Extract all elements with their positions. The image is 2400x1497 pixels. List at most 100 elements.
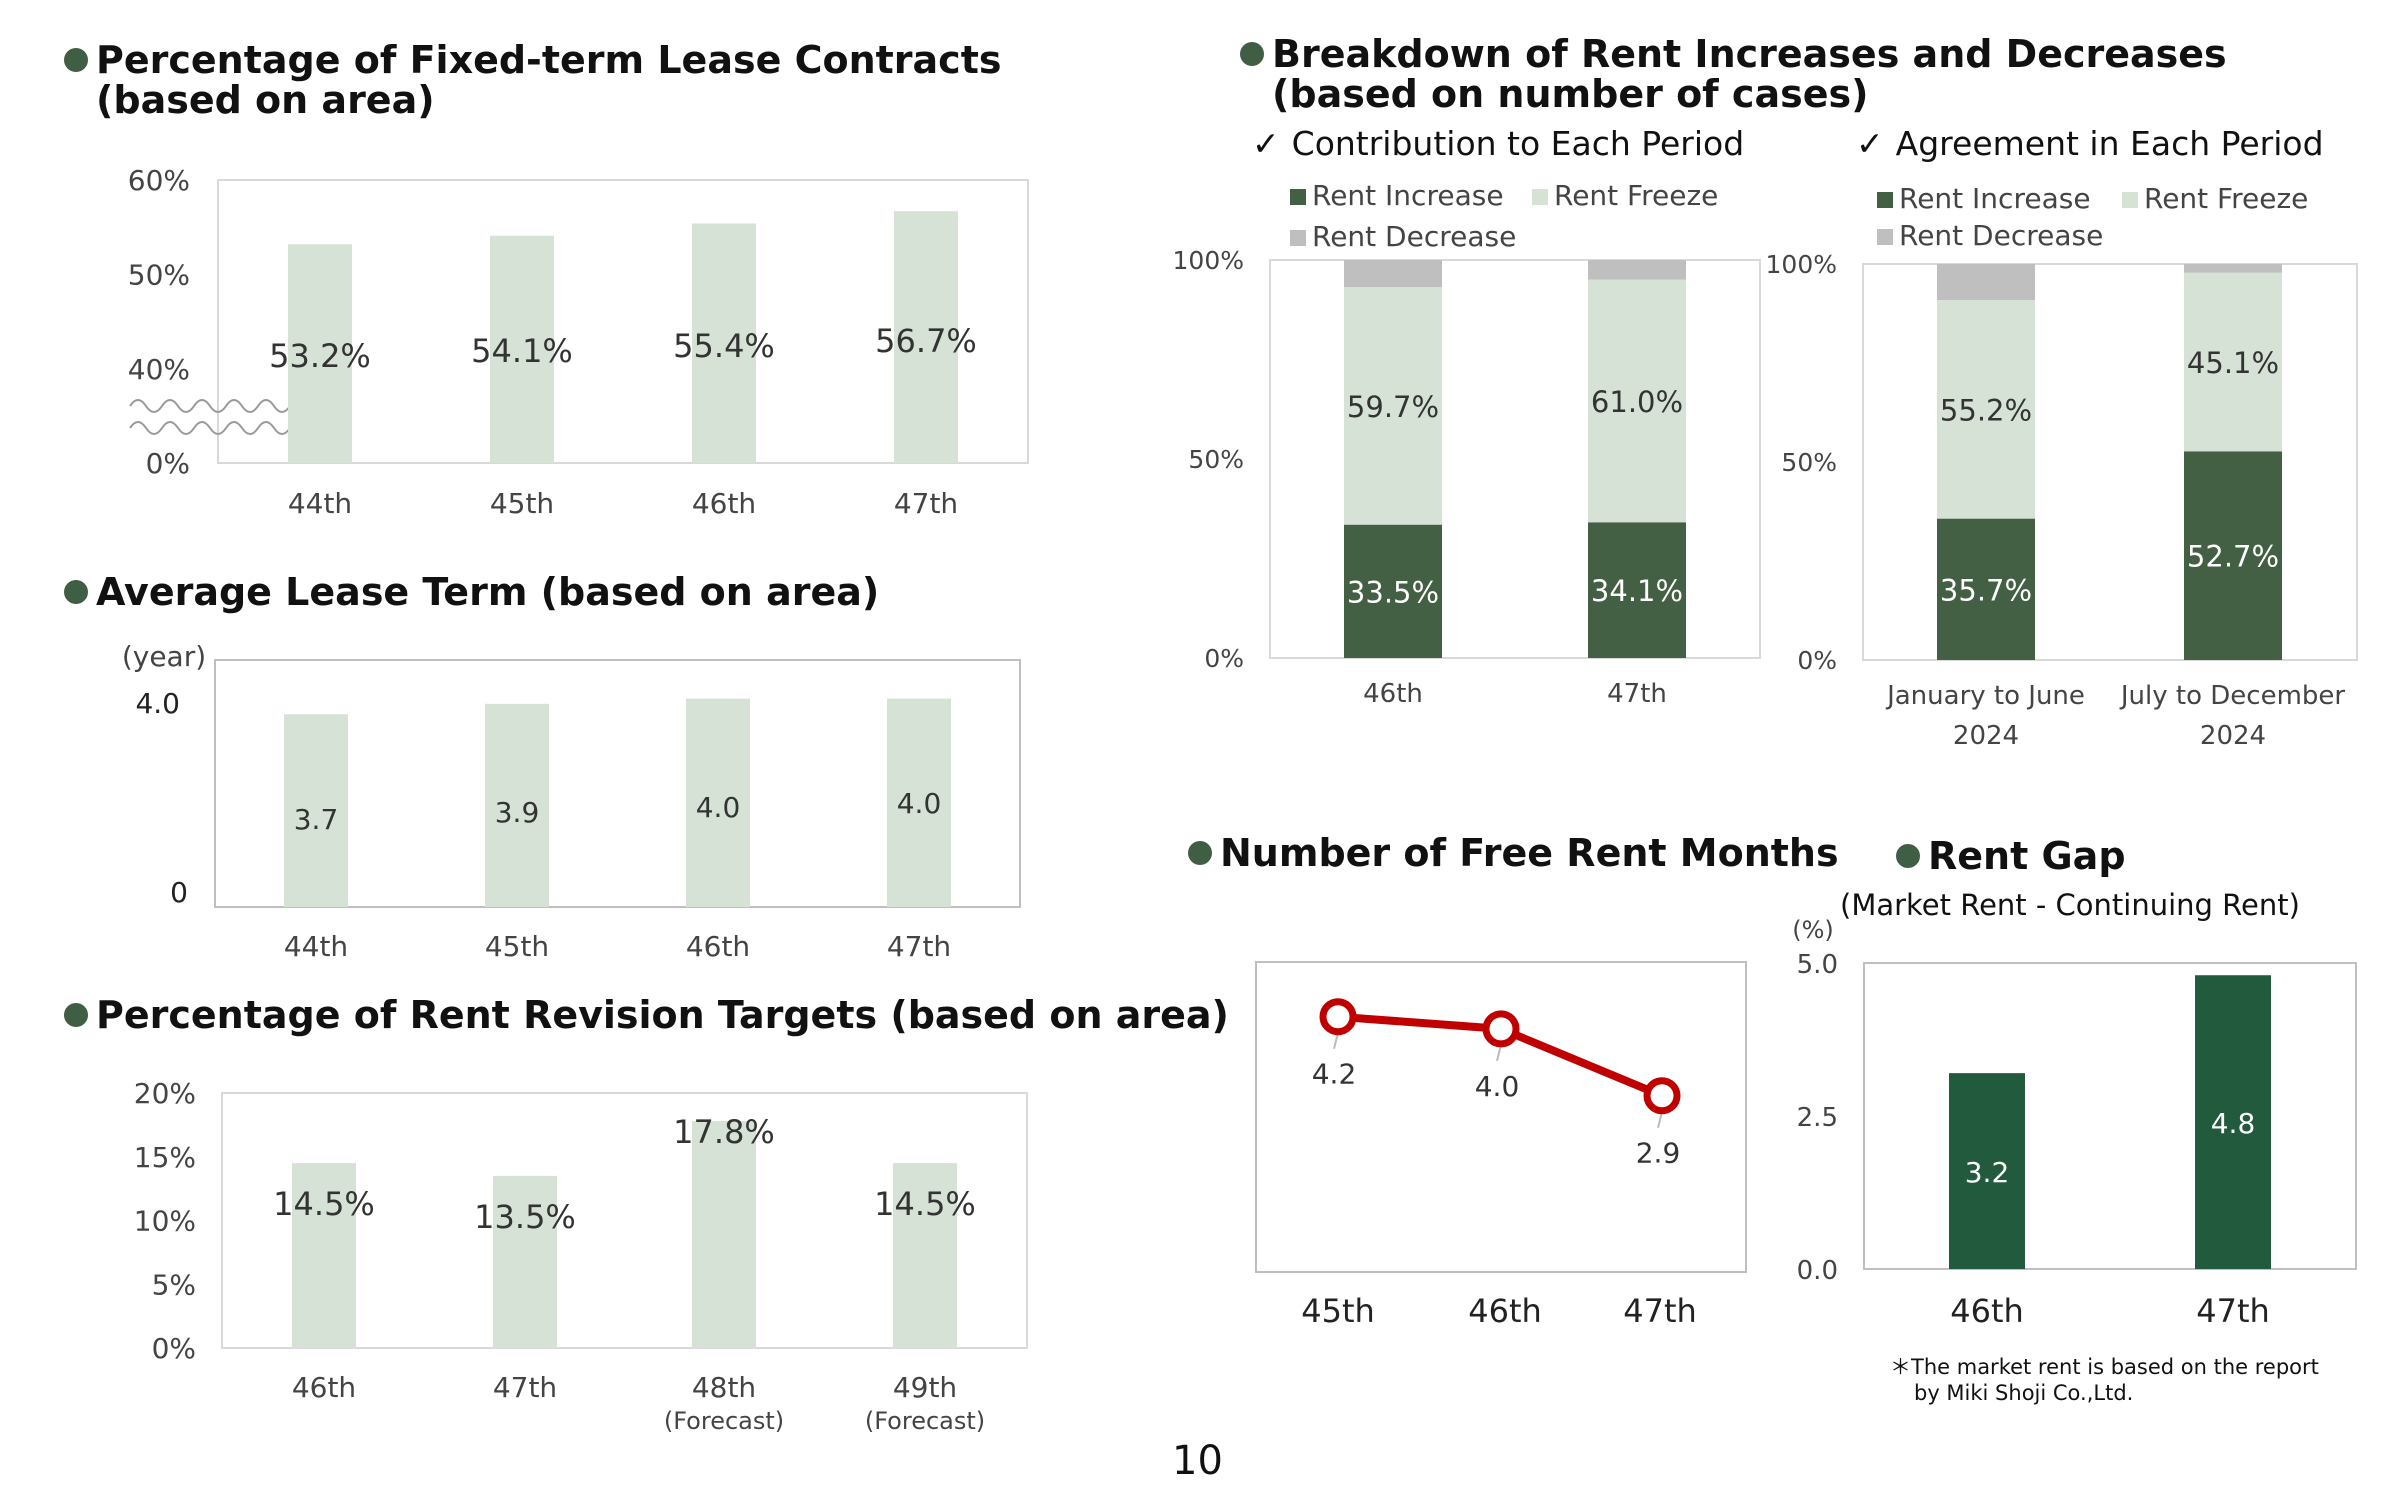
y-tick-label: 0% bbox=[1204, 644, 1244, 673]
bar bbox=[292, 1163, 356, 1348]
checkmark-icon: ✓ bbox=[1252, 124, 1280, 163]
data-label: 53.2% bbox=[269, 337, 371, 375]
bullet-icon bbox=[1896, 843, 1920, 868]
data-label: 55.2% bbox=[1940, 393, 2032, 427]
bar-segment bbox=[1344, 524, 1442, 658]
data-label: 4.2 bbox=[1312, 1058, 1357, 1091]
data-label: 54.1% bbox=[471, 332, 573, 370]
x-tick-note: 2024 bbox=[2200, 721, 2266, 751]
y-tick-label: 0% bbox=[152, 1332, 196, 1365]
bar bbox=[493, 1175, 557, 1348]
data-label: 13.5% bbox=[474, 1198, 576, 1236]
bar bbox=[686, 698, 750, 907]
legend-label: Rent Freeze bbox=[2144, 182, 2308, 215]
data-label: 4.0 bbox=[1475, 1070, 1520, 1103]
lease-term-title: Average Lease Term (based on area) bbox=[64, 572, 879, 612]
x-tick-label: 47th bbox=[1607, 679, 1667, 709]
leader-line bbox=[1333, 1032, 1339, 1049]
x-tick-label: 47th bbox=[894, 487, 958, 520]
data-label: 17.8% bbox=[673, 1113, 775, 1151]
x-tick-label: 46th bbox=[292, 1371, 356, 1404]
breakdown-title: Breakdown of Rent Increases and Decrease… bbox=[1240, 34, 2227, 114]
bar-segment bbox=[2184, 264, 2282, 273]
bullet-icon bbox=[1188, 840, 1212, 865]
x-tick-label: 47th bbox=[887, 930, 951, 963]
agreement-subtitle: ✓ Agreement in Each Period bbox=[1856, 124, 2324, 163]
data-label: 34.1% bbox=[1591, 574, 1683, 608]
x-tick-label: January to June bbox=[1885, 681, 2085, 711]
data-label: 61.0% bbox=[1591, 385, 1683, 419]
data-label: 3.2 bbox=[1965, 1156, 2010, 1189]
x-tick-label: 45th bbox=[485, 930, 549, 963]
bar-segment bbox=[1588, 279, 1686, 523]
fixed-term-title: Percentage of Fixed-term Lease Contracts… bbox=[64, 40, 1002, 120]
legend-swatch bbox=[1532, 189, 1548, 205]
y-tick-label: 40% bbox=[128, 353, 190, 386]
legend-label: Rent Freeze bbox=[1554, 179, 1718, 212]
bar bbox=[2195, 975, 2271, 1269]
leader-line bbox=[1657, 1111, 1663, 1128]
bar bbox=[692, 223, 756, 463]
bullet-icon bbox=[64, 1002, 88, 1027]
legend-swatch bbox=[1290, 189, 1306, 205]
rent-gap-title: Rent Gap bbox=[1896, 836, 2126, 876]
legend-swatch bbox=[1877, 229, 1893, 245]
legend-swatch bbox=[1877, 192, 1893, 208]
data-label: 14.5% bbox=[874, 1185, 976, 1223]
x-tick-label: 47th bbox=[1623, 1292, 1697, 1330]
bar-segment bbox=[1344, 260, 1442, 288]
y-tick-label: 10% bbox=[134, 1205, 196, 1238]
bar bbox=[288, 244, 352, 463]
y-tick-label: 50% bbox=[1781, 448, 1837, 477]
bullet-icon bbox=[64, 47, 88, 72]
x-tick-label: 45th bbox=[490, 487, 554, 520]
x-tick-label: 46th bbox=[1468, 1292, 1542, 1330]
bar bbox=[485, 703, 549, 907]
rent-gap-subtitle: (Market Rent - Continuing Rent) bbox=[1840, 888, 2300, 922]
plot-frame bbox=[217, 179, 1029, 464]
checkmark-icon: ✓ bbox=[1856, 124, 1884, 163]
y-tick-label: 60% bbox=[128, 164, 190, 197]
bar bbox=[1949, 1073, 2025, 1269]
bar-segment bbox=[2184, 272, 2282, 452]
data-label: 3.7 bbox=[294, 803, 339, 836]
y-tick-label: 5.0 bbox=[1797, 950, 1838, 980]
x-tick-label: 47th bbox=[493, 1371, 557, 1404]
bar-segment bbox=[1588, 260, 1686, 280]
legend-swatch bbox=[2122, 192, 2138, 208]
x-tick-label: 46th bbox=[1950, 1292, 2024, 1330]
x-tick-label: 46th bbox=[692, 487, 756, 520]
footnote: ＊The market rent is based on the report … bbox=[1890, 1355, 2319, 1405]
x-tick-label: 46th bbox=[686, 930, 750, 963]
bar bbox=[284, 714, 348, 907]
data-label: 56.7% bbox=[875, 322, 977, 360]
x-tick-label: 46th bbox=[1363, 679, 1423, 709]
x-tick-label: 44th bbox=[288, 487, 352, 520]
leader-line bbox=[1496, 1044, 1502, 1062]
y-tick-label: 100% bbox=[1173, 246, 1244, 275]
bar-segment bbox=[1937, 518, 2035, 660]
y-tick-label: 0.0 bbox=[1797, 1256, 1838, 1286]
data-label: 45.1% bbox=[2187, 346, 2279, 380]
data-label: 59.7% bbox=[1347, 390, 1439, 424]
revision-title: Percentage of Rent Revision Targets (bas… bbox=[64, 995, 1229, 1035]
data-point bbox=[1482, 1010, 1520, 1048]
y-tick-label: 0% bbox=[1797, 646, 1837, 675]
bullet-icon bbox=[1240, 41, 1264, 66]
x-tick-label: 47th bbox=[2196, 1292, 2270, 1330]
plot-frame bbox=[1269, 259, 1761, 659]
y-tick-label: 0 bbox=[170, 876, 188, 909]
legend-label: Rent Decrease bbox=[1312, 220, 1516, 253]
y-tick-label: 15% bbox=[134, 1141, 196, 1174]
y-unit-label: (%) bbox=[1792, 916, 1834, 944]
x-tick-note: (Forecast) bbox=[865, 1407, 985, 1435]
data-label: 3.9 bbox=[495, 796, 540, 829]
bar bbox=[893, 1163, 957, 1348]
data-label: 4.0 bbox=[897, 787, 942, 820]
data-label: 4.8 bbox=[2211, 1107, 2256, 1140]
y-unit-label: (year) bbox=[122, 640, 206, 673]
data-label: 4.0 bbox=[696, 791, 741, 824]
bar bbox=[894, 211, 958, 463]
data-label: 2.9 bbox=[1636, 1137, 1681, 1170]
bar-segment bbox=[1588, 522, 1686, 658]
